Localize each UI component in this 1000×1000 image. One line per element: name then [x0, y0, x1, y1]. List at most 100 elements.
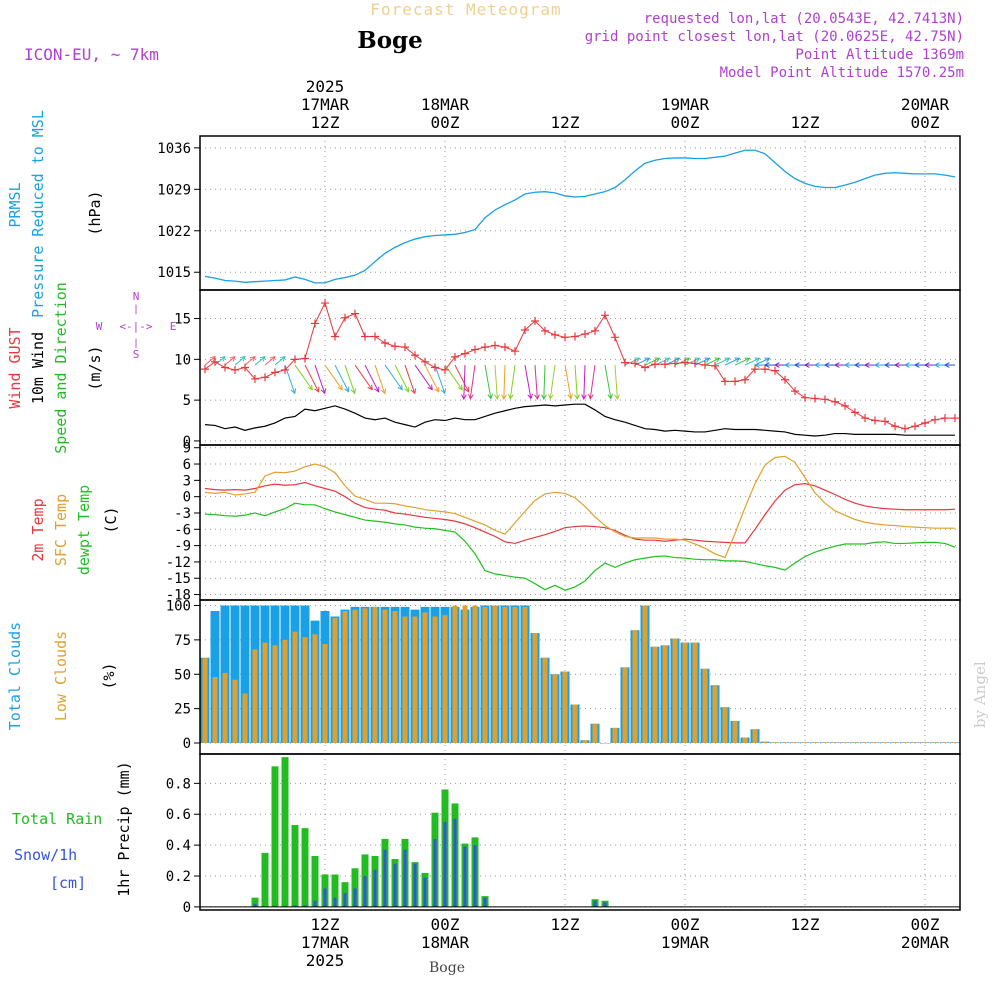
panel-frame	[199, 135, 961, 291]
bottom-time-label: 17MAR	[301, 933, 350, 952]
low-cloud-bar	[932, 742, 938, 743]
rain-bar	[271, 766, 279, 907]
top-time-label: 12Z	[311, 113, 340, 132]
wind-arrow-head	[664, 357, 671, 363]
gust-marker	[691, 359, 699, 368]
low-cloud-bar	[732, 721, 738, 743]
wind-direction-arrow	[274, 356, 286, 366]
gust-marker	[841, 401, 849, 410]
y-tick-label: -3	[174, 506, 191, 522]
snow-bar	[603, 902, 607, 907]
low-cloud-bar	[302, 637, 308, 743]
y-tick-label: -18	[166, 588, 191, 604]
temp-unit: (C)	[102, 506, 120, 533]
snow-bar	[373, 869, 377, 907]
gust-marker	[231, 365, 239, 374]
gust-marker	[391, 342, 399, 351]
wind-direction-arrow	[284, 364, 296, 394]
requested-coords: requested lon,lat (20.0543E, 42.7413N)	[644, 11, 964, 27]
wind-arrow-head	[654, 357, 661, 363]
low-cloud-bar	[942, 742, 948, 743]
snow-bar	[393, 863, 397, 907]
top-time-label: 18MAR	[421, 95, 470, 114]
low-cloud-bar	[292, 631, 298, 743]
low-cloud-bar	[662, 645, 668, 743]
low-cloud-bar	[922, 742, 928, 743]
snow-bar	[413, 863, 417, 907]
wind-direction-arrow	[314, 364, 326, 394]
wind-arrow-head	[833, 362, 840, 368]
wind-arrow-head	[259, 356, 266, 362]
wind-arrow-head	[534, 394, 540, 401]
gust-marker	[401, 343, 409, 352]
wind-arrow-head	[290, 388, 297, 395]
wind-direction-arrow	[724, 357, 740, 366]
top-time-label: 17MAR	[301, 95, 350, 114]
compass-east: E	[170, 320, 177, 333]
low-cloud-bar	[862, 742, 868, 743]
gust-marker	[851, 408, 859, 417]
wind-direction-arrow	[344, 364, 356, 394]
low-cloud-bar	[562, 671, 568, 743]
bottom-time-label: 20MAR	[901, 933, 950, 952]
gust-marker	[611, 333, 619, 342]
low-cloud-bar	[902, 742, 908, 743]
wind-arrow-head	[314, 386, 320, 393]
low-cloud-bar	[772, 742, 778, 743]
wind-arrow-head	[307, 384, 313, 391]
point-altitude: Point Altitude 1369m	[795, 47, 964, 63]
low-cloud-bar	[832, 742, 838, 743]
wind-direction-arrow	[334, 364, 350, 393]
gust-marker	[301, 354, 309, 363]
rain-bar	[281, 757, 289, 907]
low-cloud-bar	[242, 693, 248, 743]
gust-label: Wind GUST	[6, 327, 24, 408]
gust-marker	[311, 319, 319, 328]
rain-label: Total Rain	[12, 810, 102, 828]
bottom-time-label: 2025	[306, 951, 345, 970]
low-cloud-bar	[362, 608, 368, 743]
snow-bar	[473, 845, 477, 907]
low-cloud-bar	[342, 611, 348, 743]
gust-marker	[911, 422, 919, 431]
top-time-label: 00Z	[671, 113, 700, 132]
gust-marker	[521, 325, 529, 334]
low-cloud-bar	[752, 729, 758, 743]
wind-arrow-head	[374, 386, 380, 393]
wind-arrow-head	[527, 393, 533, 400]
wind-arrow-head	[269, 356, 276, 362]
low-cloud-bar	[332, 617, 338, 743]
wind-direction-arrow	[714, 357, 730, 366]
y-tick-label: 0.4	[166, 838, 191, 854]
wind-direction-arrow	[234, 356, 246, 366]
pressure-line	[204, 149, 956, 284]
gust-marker	[471, 345, 479, 354]
gust-marker	[761, 365, 769, 374]
sfc-temp-label: SFC Temp	[52, 494, 70, 566]
wind-arrow-head	[764, 357, 771, 363]
rain-bar	[311, 855, 319, 907]
wind-arrow-head	[567, 393, 573, 400]
wind-arrow-head	[380, 388, 387, 395]
low-cloud-bar	[952, 742, 958, 743]
gust-marker	[941, 414, 949, 423]
wind-arrow-head	[694, 357, 701, 363]
low-cloud-bar	[602, 743, 608, 744]
low-cloud-bar	[382, 609, 388, 743]
snow-label: Snow/1h	[14, 846, 77, 864]
wind-direction-arrow	[324, 364, 343, 390]
wind-arrow-head	[634, 357, 641, 363]
low-cloud-bar	[882, 742, 888, 743]
low-cloud-bar	[912, 742, 918, 743]
wind-arrow-head	[893, 362, 900, 368]
wind-arrow-head	[704, 357, 711, 363]
low-cloud-bar	[402, 616, 408, 743]
wind-direction-arrow	[744, 357, 760, 366]
wind-direction-arrow	[469, 364, 476, 399]
low-cloud-bar	[712, 685, 718, 743]
low-cloud-bar	[432, 616, 438, 743]
gust-line	[204, 301, 955, 430]
gust-marker	[541, 326, 549, 335]
wind-arrow-head	[468, 393, 474, 400]
